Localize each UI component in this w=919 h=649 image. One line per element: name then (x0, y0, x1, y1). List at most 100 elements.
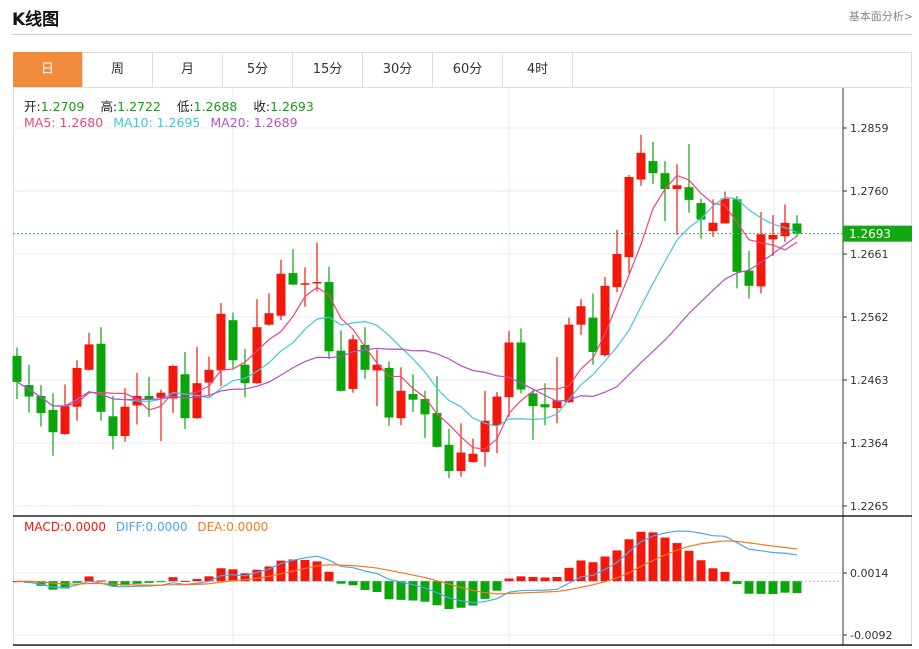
candle-up (672, 185, 682, 190)
candle-up (216, 313, 226, 371)
current-price-label: 1.2693 (849, 227, 891, 241)
macd-bar (240, 573, 250, 582)
price-tick-label: 1.2463 (850, 374, 889, 387)
tab-5min[interactable]: 5分 (223, 52, 293, 87)
macd-bar (756, 581, 766, 594)
macd-bar (348, 581, 358, 586)
candle-down (684, 187, 694, 200)
macd-bar (60, 581, 70, 589)
candle-up (768, 234, 778, 240)
tab-month[interactable]: 月 (153, 52, 223, 87)
candle-up (468, 453, 478, 463)
tab-week[interactable]: 周 (83, 52, 153, 87)
macd-bar (648, 532, 658, 582)
macd-value: MACD:0.0000 (24, 520, 107, 534)
ma20-line (16, 235, 798, 407)
tab-4hour[interactable]: 4时 (503, 52, 573, 87)
macd-bar (120, 581, 130, 586)
macd-bar (672, 543, 682, 582)
macd-bar (180, 580, 190, 582)
macd-bar (768, 581, 778, 595)
macd-bar (516, 576, 526, 582)
macd-bar (636, 531, 646, 582)
candle-down (48, 409, 58, 433)
candle-down (288, 273, 298, 285)
macd-bar (360, 581, 370, 590)
candle-down (744, 270, 754, 286)
candle-down (588, 317, 598, 352)
candle-up (252, 327, 262, 384)
candle-down (24, 385, 34, 397)
macd-bar (336, 581, 346, 584)
candle-down (144, 395, 154, 400)
candle-down (516, 342, 526, 390)
candle-up (264, 313, 274, 325)
macd-bar (504, 578, 514, 582)
page-title: K线图 (12, 10, 60, 30)
tab-15min[interactable]: 15分 (293, 52, 363, 87)
macd-bar (84, 576, 94, 582)
macd-bar (696, 560, 706, 582)
macd-bar (300, 559, 310, 582)
price-tick-label: 1.2859 (850, 122, 889, 135)
macd-bar (780, 581, 790, 593)
high-label: 高: (100, 99, 118, 114)
candle-up (60, 406, 70, 435)
ohlc-info: 开:1.2709 高:1.2722 低:1.2688 收:1.2693 (24, 96, 326, 115)
macd-bar (612, 550, 622, 582)
candle-up (72, 367, 82, 407)
macd-bar (624, 539, 634, 582)
candle-down (540, 404, 550, 408)
diff-line (16, 530, 798, 604)
macd-bar (132, 581, 142, 584)
macd-bar (288, 559, 298, 582)
candle-up (204, 369, 214, 383)
candle-down (420, 399, 430, 415)
dea-value: DEA:0.0000 (197, 520, 269, 534)
macd-tick-label: -0.0092 (850, 629, 892, 642)
tab-60min[interactable]: 60分 (433, 52, 503, 87)
current-price-badge (843, 225, 912, 242)
candle-down (648, 161, 658, 174)
macd-bar (588, 562, 598, 582)
ma5-line (16, 174, 798, 450)
candle-down (732, 199, 742, 272)
candle-up (300, 283, 310, 285)
candle-down (180, 374, 190, 419)
macd-bar (372, 581, 382, 593)
candle-up (636, 152, 646, 180)
candle-up (780, 222, 790, 237)
candle-down (108, 416, 118, 436)
candle-down (96, 343, 106, 412)
macd-bar (192, 578, 202, 582)
candle-up (312, 282, 322, 284)
candle-down (360, 345, 370, 370)
macd-bar (456, 581, 466, 608)
candle-down (528, 393, 538, 407)
macd-bar (468, 581, 478, 606)
candle-down (228, 320, 238, 361)
candle-up (156, 392, 166, 398)
macd-bar (528, 576, 538, 582)
candle-down (384, 367, 394, 418)
macd-bar (576, 560, 586, 582)
candle-up (456, 452, 466, 471)
period-tabs: 日 周 月 5分 15分 30分 60分 4时 (13, 52, 912, 88)
macd-bar (312, 561, 322, 582)
macd-bar (564, 567, 574, 582)
fundamental-analysis-link[interactable]: 基本面分析> (848, 10, 913, 23)
open-value: 1.2709 (40, 99, 85, 114)
tab-30min[interactable]: 30分 (363, 52, 433, 87)
macd-bar (540, 577, 550, 582)
macd-bar (156, 581, 166, 583)
ma-info: MA5: 1.2680 MA10: 1.2695 MA20: 1.2689 (24, 115, 304, 130)
candle-up (600, 285, 610, 356)
candle-up (372, 364, 382, 371)
macd-bar (252, 569, 262, 582)
price-tick-label: 1.2760 (850, 185, 889, 198)
macd-bar (96, 580, 106, 582)
macd-bar (492, 581, 502, 591)
tab-day[interactable]: 日 (13, 52, 83, 87)
candle-up (396, 390, 406, 419)
